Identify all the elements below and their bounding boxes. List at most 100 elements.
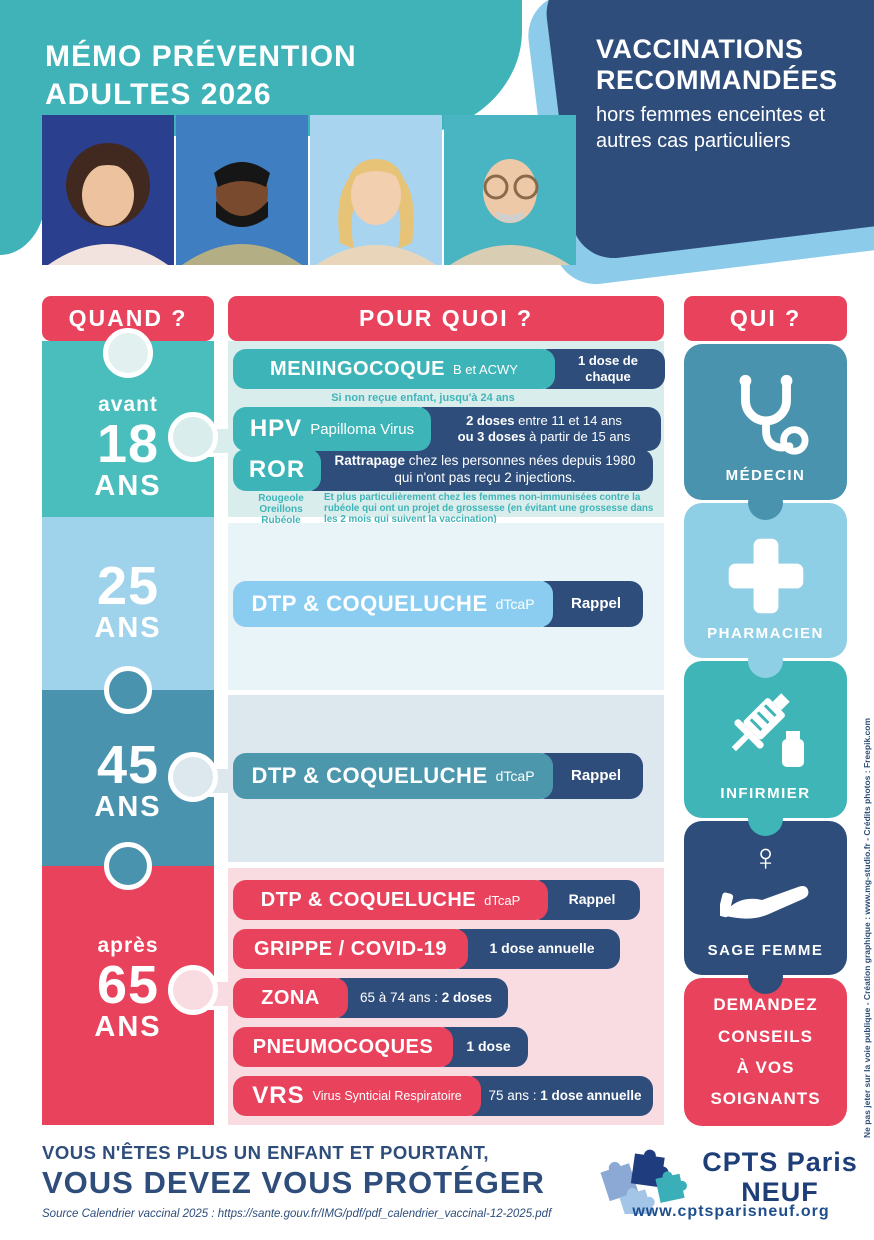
vaccine-row-hpv: HPV Papilloma Virus 2 doses entre 11 et … [233, 407, 661, 451]
advice-line2: CONSEILS [718, 1026, 813, 1046]
dtp25-name: DTP & COQUELUCHE [251, 591, 488, 616]
vaccine-block-avant-18: MENINGOCOQUE B et ACWY 1 dose de chaque … [228, 341, 665, 526]
cpts-org-line1: CPTS Paris [702, 1147, 858, 1177]
photo-adult-man [176, 115, 308, 265]
vaccine-block-25: DTP & COQUELUCHE dTcaP Rappel [228, 523, 664, 690]
right-title-line2: RECOMMANDÉES [596, 65, 838, 96]
ror-expansion-rougeole: Rougeole [258, 493, 304, 504]
hpv-dose-line2-bold: ou 3 doses [457, 429, 526, 444]
vrs-pill: VRS Virus Synticial Respiratoire [233, 1076, 481, 1116]
zona-pill: ZONA [233, 978, 348, 1018]
syringe-vial-icon [684, 685, 847, 777]
puzzle-notch-top-18 [103, 328, 153, 378]
stethoscope-icon [684, 370, 847, 460]
age-18-number: 18 [96, 414, 160, 474]
meningocoque-name: MENINGOCOQUE [270, 357, 445, 380]
pneumocoques-name: PNEUMOCOQUES [252, 1035, 434, 1058]
dtp45-name: DTP & COQUELUCHE [251, 763, 488, 788]
meningocoque-dose-line2: chaque [585, 369, 631, 384]
meningocoque-note: Si non reçue enfant, jusqu'à 24 ans [331, 392, 515, 404]
puzzle-knob-45 [168, 752, 218, 802]
vaccine-block-45: DTP & COQUELUCHE dTcaP Rappel [228, 695, 664, 862]
female-symbol-glyph: ♀ [751, 837, 780, 879]
poster-title: MÉMO PRÉVENTION ADULTES 2026 [45, 38, 357, 113]
ror-pill: ROR [233, 449, 321, 491]
cpts-org-line2: NEUF [741, 1176, 819, 1207]
puzzle-knob-65 [168, 965, 218, 1015]
photo-adult-woman [42, 115, 174, 265]
advice-text: DEMANDEZ CONSEILS À VOS SOIGNANTS [710, 989, 820, 1115]
column-header-pourquoi: POUR QUOI ? [228, 296, 664, 341]
ror-name: ROR [248, 456, 306, 483]
photo-adult-blonde-woman [310, 115, 442, 265]
meningocoque-pill: MENINGOCOQUE B et ACWY [233, 349, 555, 389]
zona-dose-prefix: 65 à 74 ans : [359, 989, 442, 1005]
vaccine-row-dtp-65: DTP & COQUELUCHE dTcaP Rappel [233, 880, 640, 920]
dtp25-pill: DTP & COQUELUCHE dTcaP [233, 581, 553, 627]
cpts-logo-puzzle-icon [600, 1144, 700, 1224]
advice-line4: SOIGNANTS [710, 1089, 821, 1109]
puzzle-knob-18 [168, 412, 218, 462]
provider-pharmacien-label: PHARMACIEN [707, 625, 824, 642]
dtp45-subname: dTcaP [495, 768, 535, 784]
vrs-dose: 75 ans : 1 dose annuelle [461, 1076, 653, 1116]
advice-line1: DEMANDEZ [713, 995, 818, 1015]
photo-senior-man-illustration [450, 159, 570, 265]
meningocoque-subname: B et ACWY [452, 361, 518, 377]
cpts-website: www.cptsparisneuf.org [632, 1203, 830, 1220]
provider-sagefemme: ♀ SAGE FEMME [684, 821, 847, 975]
header-teal-blob [0, 0, 522, 136]
ror-expansion: Rougeole Oreillons Rubéole [242, 493, 320, 526]
zona-dose-bold: 2 doses [441, 989, 493, 1005]
vaccine-row-vrs: VRS Virus Synticial Respiratoire 75 ans … [233, 1076, 653, 1116]
ror-expansion-oreillons: Oreillons [259, 504, 303, 515]
photo-adult-blonde-woman-illustration [316, 159, 436, 265]
age-45-number: 45 [96, 735, 160, 795]
hpv-subname: Papilloma Virus [310, 420, 415, 438]
advice-line3: À VOS [736, 1058, 795, 1077]
vaccine-row-zona: ZONA 65 à 74 ans : 2 doses [233, 978, 508, 1018]
ror-dose-line1: Rattrapage chez les personnes nées depui… [335, 453, 636, 470]
cpts-logo-text: CPTS Paris NEUF [700, 1147, 860, 1207]
age-18-prefix: avant [98, 393, 158, 416]
dtp25-subname: dTcaP [495, 596, 535, 612]
ror-dose-line1-bold: Rattrapage [334, 453, 406, 469]
ror-expansion-rubeole: Rubéole [261, 515, 301, 526]
poster-title-line2: ADULTES 2026 [45, 77, 272, 111]
vrs-dose-text: 75 ans : 1 dose annuelle [488, 1088, 641, 1105]
column-header-quand-label: QUAND ? [68, 305, 188, 331]
hpv-dose-line1-bold: 2 doses [466, 412, 515, 428]
provider-infirmier: INFIRMIER [684, 661, 847, 818]
age-25-unit: ANS [94, 612, 162, 644]
column-header-pourquoi-label: POUR QUOI ? [358, 305, 534, 331]
meningocoque-dose: 1 dose de chaque [535, 349, 665, 389]
age-45-unit: ANS [94, 791, 162, 823]
vrs-dose-bold: 1 dose annuelle [540, 1087, 642, 1103]
pneumocoques-pill: PNEUMOCOQUES [233, 1027, 453, 1067]
dtp65-name: DTP & COQUELUCHE [260, 888, 477, 911]
hpv-dose-line1: 2 doses entre 11 et 14 ans [466, 413, 622, 429]
provider-sagefemme-label: SAGE FEMME [707, 942, 824, 959]
vaccine-row-dtp-25: DTP & COQUELUCHE dTcaP Rappel [233, 581, 643, 627]
photo-senior-man [444, 115, 576, 265]
puzzle-tab-pharmacien [748, 643, 783, 678]
female-symbol-hand-icon: ♀ [684, 839, 847, 919]
ror-note: Et plus particulièrement chez les femmes… [324, 492, 654, 525]
grippe-dose: 1 dose annuelle [448, 929, 620, 969]
provider-medecin-label: MÉDECIN [725, 467, 806, 484]
hpv-pill: HPV Papilloma Virus [233, 407, 431, 451]
hpv-name: HPV [249, 415, 303, 442]
zona-dose-text: 65 à 74 ans : 2 doses [360, 990, 492, 1007]
column-header-qui: QUI ? [684, 296, 847, 341]
hpv-dose-line2-rest: à partir de 15 ans [525, 429, 631, 444]
photo-adult-man-illustration [182, 162, 302, 265]
ror-dose-line1-rest: chez les personnes nées depuis 1980 [405, 453, 636, 469]
footer-tagline1: VOUS N'ÊTES PLUS UN ENFANT ET POURTANT, [42, 1142, 490, 1163]
meningocoque-dose-line1: 1 dose de [578, 352, 638, 368]
puzzle-tab-45-top [104, 666, 152, 714]
age-65-unit: ANS [94, 1011, 162, 1043]
puzzle-tab-45-bottom [104, 842, 152, 890]
right-subtitle: hors femmes enceintes et autres cas part… [596, 104, 825, 153]
age-65-number: 65 [96, 955, 160, 1015]
